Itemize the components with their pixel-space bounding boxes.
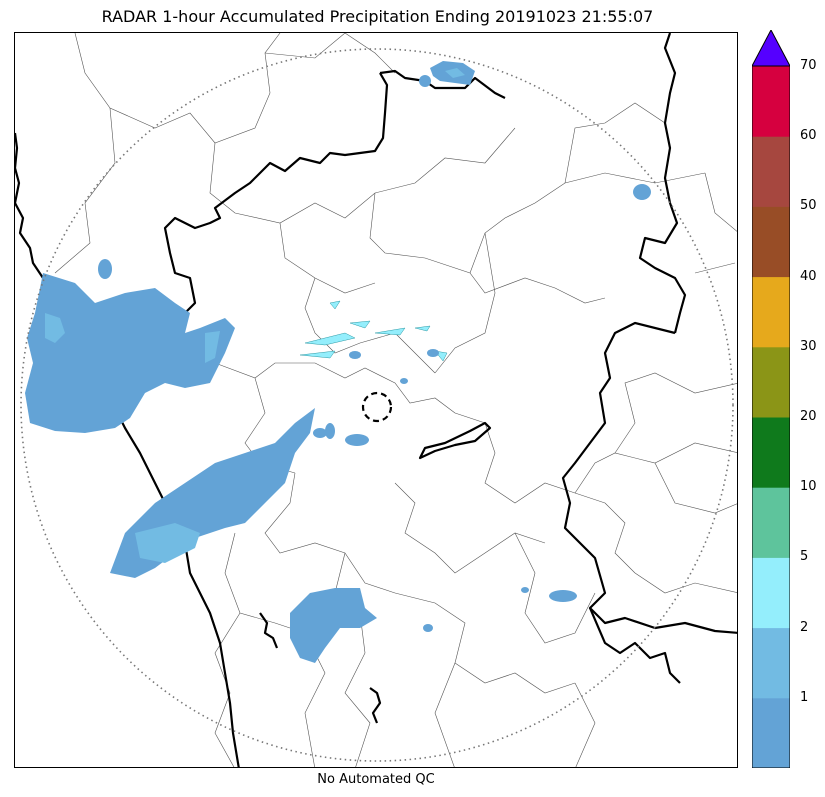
precip-north-medium [445,68,465,78]
range-ring [20,48,734,762]
qc-footer: No Automated QC [317,772,435,787]
radar-map [14,32,738,768]
precip-west-medium-2 [205,331,220,363]
map-title: RADAR 1-hour Accumulated Precipitation E… [101,7,654,26]
colorbar-band [752,206,790,278]
precip-cell-8 [400,378,408,384]
colorbar-tick-label: 70 [800,58,817,73]
precip-west-medium [45,313,65,343]
precip-central-streaks [299,300,448,362]
precip-cell-11 [349,351,361,359]
colorbar-svg [752,30,790,768]
precip-cell-1 [345,434,369,446]
colorbar-band [752,136,790,207]
colorbar-band [752,66,790,137]
precip-cell-2 [313,428,327,438]
colorbar-border [752,65,790,768]
precip-east-cell [633,184,651,200]
colorbar-tick-label: 5 [800,549,809,565]
colorbar-tick-label: 40 [800,268,817,284]
precip-cell-9 [521,587,529,593]
colorbar-tick-label: 10 [800,479,817,495]
colorbar-tick-label: 60 [800,128,817,144]
colorbar-band [752,417,790,488]
radar-site-marker [361,391,393,423]
colorbar-band [752,276,790,348]
colorbar-band [752,346,790,418]
precip-cell-6 [419,75,431,87]
colorbar-tick-label: 50 [800,198,817,214]
district-boundaries [54,33,737,767]
colorbar-extend-arrow [752,30,790,67]
precip-cell-3 [549,590,577,602]
colorbar-tick-label: 20 [800,409,817,424]
colorbar-band [752,697,790,768]
colorbar [752,30,790,768]
colorbar-tick-label: 1 [800,689,809,705]
precipitation-echoes [25,61,651,663]
precip-cell-10 [427,349,439,357]
colorbar-band [752,627,790,699]
colorbar-bands [752,66,790,768]
colorbar-band [752,557,790,629]
precip-sw-medium [135,523,200,563]
colorbar-band [752,487,790,558]
precip-west-cluster [25,273,235,433]
precip-cell-7 [325,423,335,439]
colorbar-tick-label: 30 [800,338,817,354]
map-canvas [15,33,737,767]
colorbar-tick-label: 2 [800,619,809,635]
precip-cell-5 [98,259,112,279]
precip-south-patch [290,588,377,663]
precip-cell-4 [423,624,433,632]
